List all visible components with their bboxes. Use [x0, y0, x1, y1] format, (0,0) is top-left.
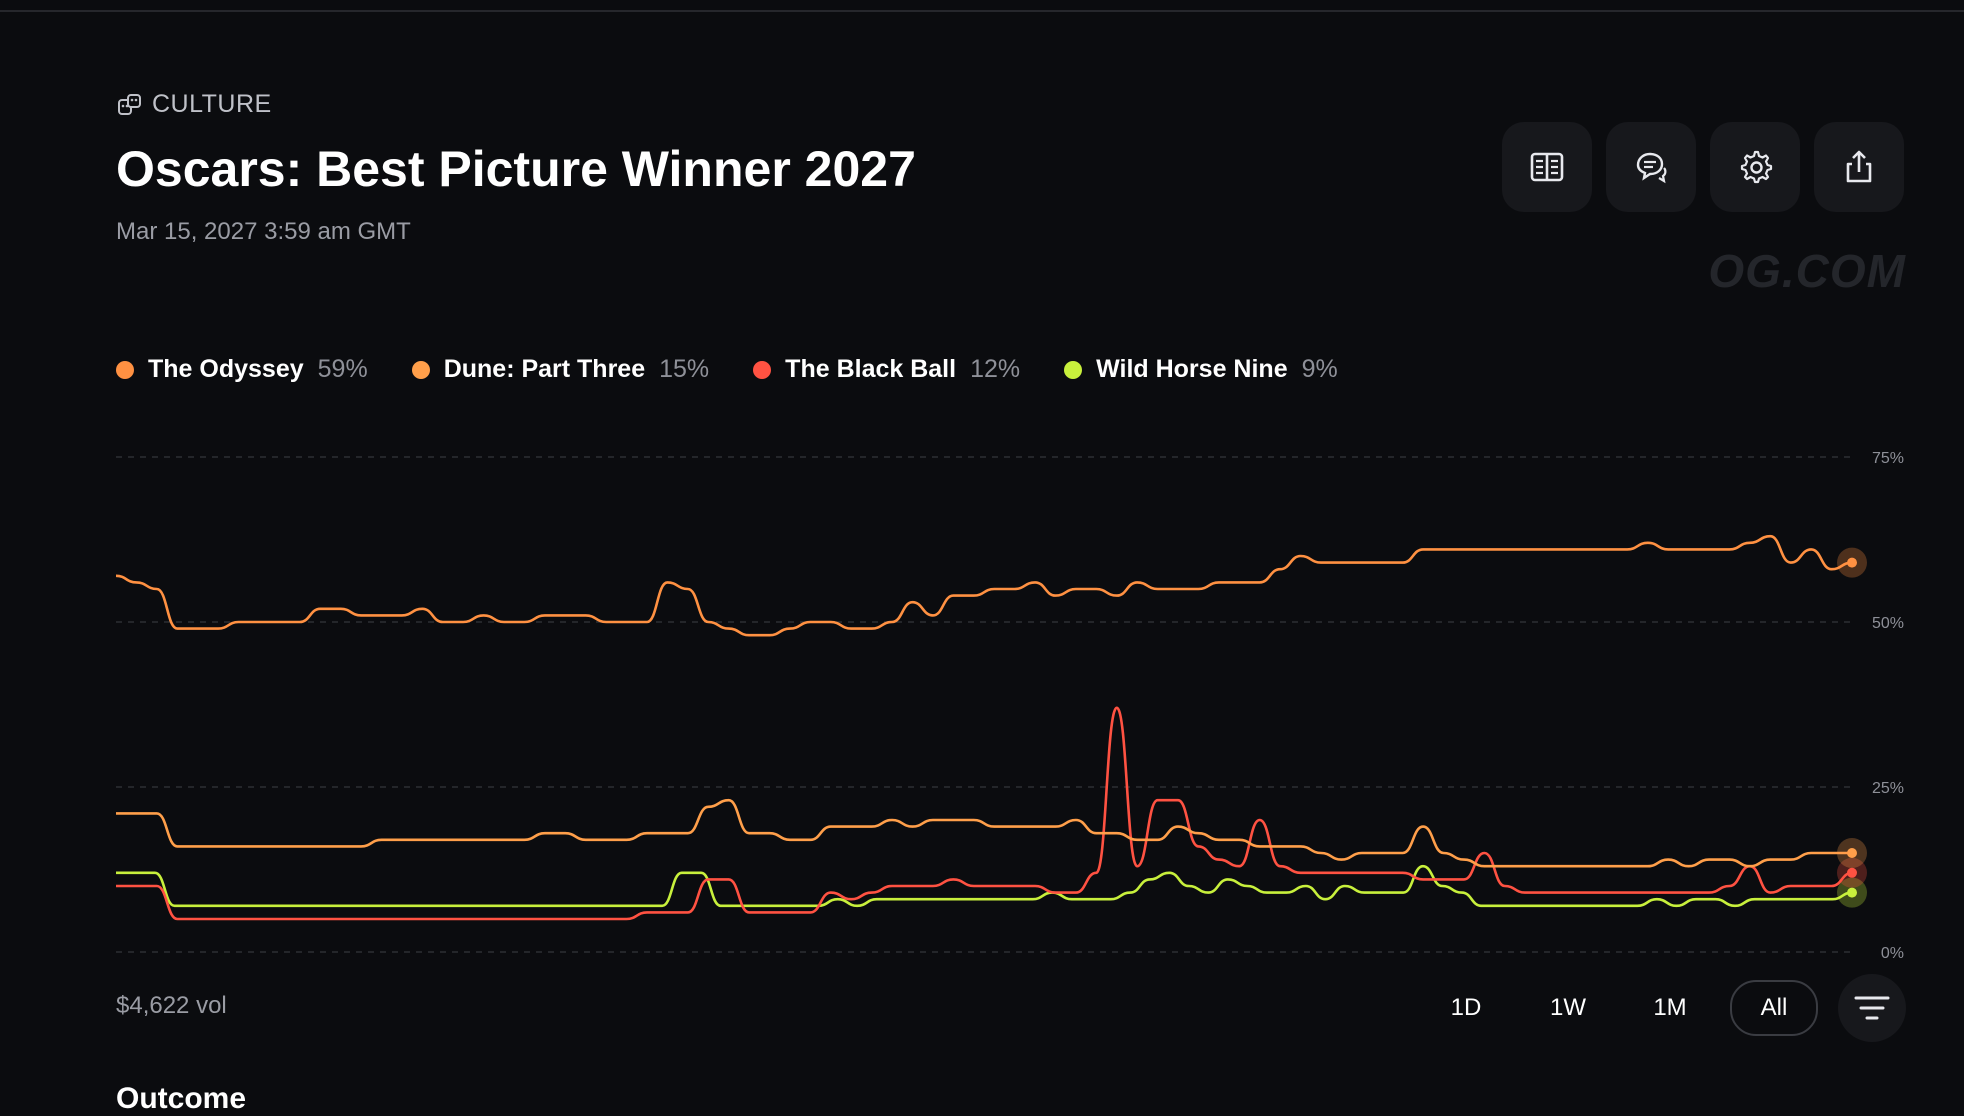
settings-button[interactable] — [1710, 122, 1800, 212]
gear-icon — [1740, 150, 1773, 184]
chart-legend: The Odyssey 59% Dune: Part Three 15% The… — [116, 355, 1338, 384]
top-divider — [0, 0, 1964, 12]
legend-name: Dune: Part Three — [443, 355, 646, 383]
toolbar — [1502, 122, 1904, 212]
volume-label: $4,622 vol — [116, 992, 227, 1019]
brand-watermark: OG.COM — [1708, 245, 1906, 297]
event-date: Mar 15, 2027 3:59 am GMT — [116, 218, 411, 245]
legend-percent: 15% — [659, 355, 710, 383]
y-tick-label: 75% — [1872, 450, 1904, 467]
rules-button[interactable] — [1502, 122, 1592, 212]
legend-name: Wild Horse Nine — [1096, 355, 1288, 383]
category-label: CULTURE — [152, 90, 272, 118]
page-title: Oscars: Best Picture Winner 2027 — [116, 141, 916, 197]
masks-icon — [118, 93, 141, 115]
legend-percent: 9% — [1301, 355, 1338, 383]
legend-dot — [411, 360, 430, 379]
price-chart[interactable]: 0% 25% 50% 75% — [0, 420, 1964, 980]
y-tick-label: 50% — [1872, 615, 1904, 632]
section-heading-outcome: Outcome — [116, 1082, 247, 1115]
share-button[interactable] — [1814, 122, 1904, 212]
series-endpoint[interactable] — [1847, 848, 1857, 858]
legend-dot — [1064, 360, 1083, 379]
category-tag[interactable]: CULTURE — [116, 90, 272, 119]
legend-name: The Black Ball — [785, 355, 957, 383]
series-endpoint[interactable] — [1847, 867, 1857, 878]
y-tick-label: 0% — [1881, 945, 1904, 962]
series-line-the-black-ball[interactable] — [116, 706, 1853, 921]
legend-percent: 59% — [317, 355, 368, 383]
legend-name: The Odyssey — [148, 355, 304, 383]
time-range-selector: 1D 1W 1M All — [1424, 974, 1906, 1042]
comments-icon — [1636, 152, 1667, 184]
series-line-wild-horse-nine[interactable] — [116, 864, 1853, 908]
legend-item[interactable]: The Black Ball 12% — [753, 355, 1020, 384]
legend-item[interactable]: Dune: Part Three 15% — [411, 355, 710, 384]
range-1d-button[interactable]: 1D — [1450, 994, 1482, 1021]
rules-icon — [1530, 152, 1564, 182]
legend-item[interactable]: The Odyssey 59% — [116, 355, 368, 384]
y-tick-label: 25% — [1872, 780, 1904, 797]
comments-button[interactable] — [1606, 122, 1696, 212]
range-1w-button[interactable]: 1W — [1550, 994, 1586, 1021]
legend-dot — [116, 360, 134, 379]
legend-percent: 12% — [970, 355, 1021, 383]
range-1m-button[interactable]: 1M — [1653, 994, 1687, 1021]
range-all-button[interactable]: All — [1730, 980, 1818, 1036]
series-line-dune-part-three[interactable] — [116, 798, 1852, 868]
series-endpoint[interactable] — [1847, 557, 1857, 568]
filter-icon — [1854, 996, 1890, 1020]
series-endpoint[interactable] — [1847, 887, 1857, 898]
series-line-the-odyssey[interactable] — [115, 534, 1853, 637]
legend-dot — [753, 360, 772, 379]
share-icon — [1846, 150, 1872, 183]
filter-button[interactable] — [1838, 974, 1906, 1042]
legend-item[interactable]: Wild Horse Nine 9% — [1064, 355, 1338, 384]
